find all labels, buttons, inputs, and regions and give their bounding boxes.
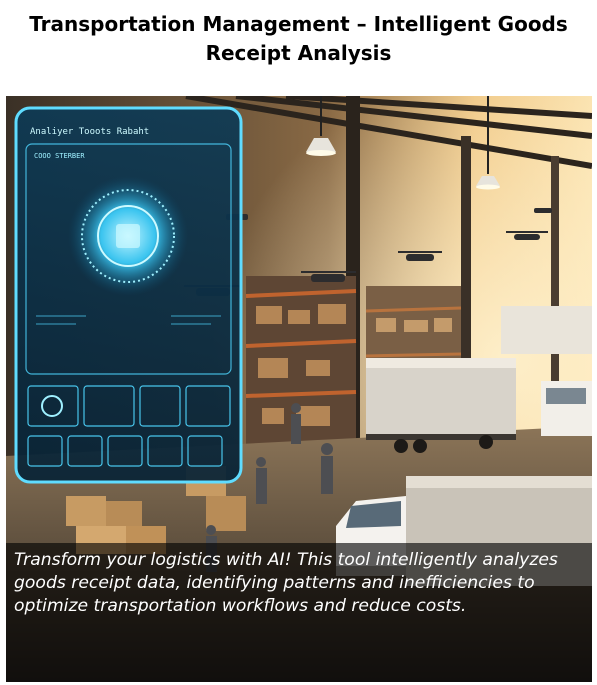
ceiling-beams	[185, 96, 592, 169]
ceiling-lamp	[306, 96, 336, 156]
caption-text: Transform your logistics with AI! This t…	[14, 550, 558, 616]
caption-overlay: Transform your logistics with AI! This t…	[6, 543, 592, 682]
warehouse-scene-illustration: Analiyer Tooots Rabaht COOO STERBER	[6, 96, 592, 682]
truck-trailer	[501, 306, 592, 436]
page-title: Transportation Management – Intelligent …	[29, 12, 568, 65]
holographic-tablet: Analiyer Tooots Rabaht COOO STERBER	[14, 106, 243, 484]
truck-trailer	[366, 358, 516, 453]
hero-image: Analiyer Tooots Rabaht COOO STERBER Tran…	[6, 96, 592, 682]
ceiling-lamp	[476, 96, 500, 190]
screen-title: Analiyer Tooots Rabaht	[30, 127, 149, 137]
pillar	[461, 136, 471, 496]
screen-subtitle: COOO STERBER	[34, 152, 85, 160]
